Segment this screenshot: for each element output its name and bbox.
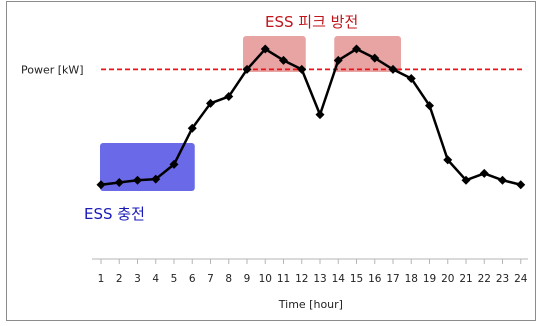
x-tick-label: 20 [441, 273, 454, 285]
x-tick-label: 15 [350, 273, 363, 285]
data-point-hour-17 [388, 64, 398, 74]
data-point-hour-9 [242, 64, 252, 74]
data-point-hour-4 [151, 174, 161, 184]
data-point-hour-1 [96, 180, 106, 190]
x-tick-label: 18 [405, 273, 418, 285]
data-point-hour-23 [498, 175, 507, 185]
x-tick-label: 16 [368, 273, 382, 285]
load-series-points [96, 44, 526, 190]
data-point-hour-11 [279, 55, 288, 65]
data-point-hour-13 [315, 110, 325, 120]
data-point-hour-16 [370, 53, 380, 63]
ess-charge-label: ESS 충전 [84, 205, 145, 223]
x-tick-label: 14 [332, 273, 346, 285]
x-tick-label: 1 [98, 273, 105, 285]
x-tick-label: 11 [277, 273, 290, 285]
data-point-hour-22 [479, 168, 489, 178]
x-tick-label: 7 [207, 273, 214, 285]
data-point-hour-2 [114, 177, 124, 187]
x-axis-title: Time [hour] [278, 298, 343, 311]
x-tick-label: 6 [189, 273, 196, 285]
power-reference-label: Power [kW] [21, 63, 84, 76]
data-point-hour-7 [206, 98, 215, 108]
data-point-hour-3 [133, 175, 142, 185]
x-tick-label: 2 [116, 273, 123, 285]
x-tick-label: 13 [313, 273, 326, 285]
data-point-hour-6 [187, 123, 197, 133]
data-point-hour-10 [260, 44, 270, 54]
ess-charge-highlight [100, 143, 195, 191]
data-point-hour-24 [516, 180, 526, 190]
x-tick-label: 24 [514, 273, 528, 285]
x-tick-label: 8 [225, 273, 232, 285]
data-point-hour-12 [297, 64, 307, 74]
x-tick-label: 3 [134, 273, 141, 285]
x-tick-label: 12 [295, 273, 308, 285]
data-point-hour-14 [333, 55, 343, 65]
data-point-hour-20 [443, 155, 453, 165]
x-tick-label: 17 [386, 273, 399, 285]
data-point-hour-8 [224, 92, 234, 102]
data-point-hour-19 [425, 101, 434, 111]
x-tick-label: 21 [459, 273, 472, 285]
x-tick-label: 23 [496, 273, 509, 285]
x-tick-label: 10 [259, 273, 272, 285]
x-tick-label: 22 [478, 273, 491, 285]
x-tick-label: 5 [171, 273, 178, 285]
ess-peak-discharge-label: ESS 피크 방전 [265, 13, 358, 31]
data-point-hour-18 [406, 73, 416, 83]
data-point-hour-15 [352, 44, 361, 54]
x-tick-label: 19 [423, 273, 436, 285]
load-series-line [100, 47, 522, 186]
data-point-hour-5 [169, 159, 179, 169]
x-tick-label: 9 [244, 273, 251, 285]
x-tick-label: 4 [152, 273, 159, 285]
data-point-hour-21 [461, 175, 471, 185]
x-axis-ticks: 1 2 3 4 5 6 7 8 9 10 11 12 13 14 15 16 17 18 19 20 21 22 23 24 [98, 259, 528, 285]
